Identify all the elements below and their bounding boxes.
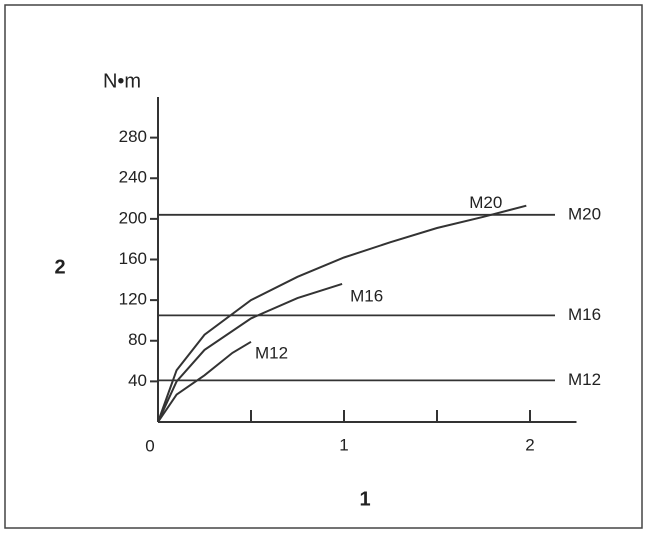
y-axis-title: 2 [54, 256, 65, 278]
x-tick-label: 2 [525, 435, 534, 454]
x-tick-label: 1 [339, 435, 348, 454]
threshold-label: M12 [568, 370, 601, 389]
y-tick-label: 240 [119, 168, 147, 187]
y-tick-label: 160 [119, 249, 147, 268]
x-axis-title: 1 [359, 488, 370, 510]
threshold-label: M20 [568, 204, 601, 223]
curve-label: M16 [350, 286, 383, 305]
curve [157, 340, 252, 423]
y-tick-label: 40 [128, 371, 147, 390]
curve-label: M12 [255, 343, 288, 362]
y-unit: N•m [103, 70, 141, 92]
curve [157, 204, 527, 423]
y-tick-label: 120 [119, 290, 147, 309]
y-tick-label: 80 [128, 330, 147, 349]
frame [4, 4, 643, 529]
y-tick-label: 280 [119, 127, 147, 146]
y-tick-label: 200 [119, 208, 147, 227]
curve-label: M20 [469, 193, 502, 212]
curve [157, 282, 343, 423]
threshold-label: M16 [568, 305, 601, 324]
origin-label: 0 [145, 436, 154, 455]
